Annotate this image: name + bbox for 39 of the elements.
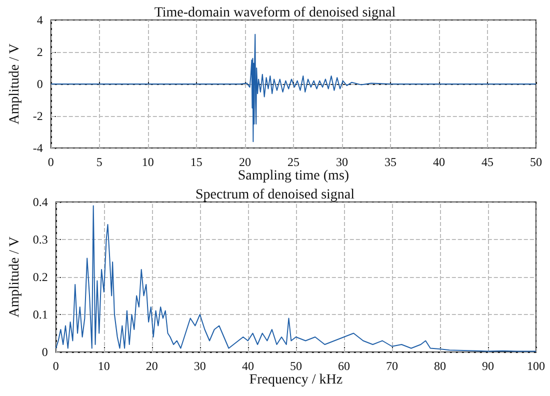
x-tick-label: 20 xyxy=(238,155,251,169)
y-tick-label: 0.3 xyxy=(32,232,48,246)
x-tick-label: 90 xyxy=(482,359,494,373)
x-tick-label: 10 xyxy=(142,155,154,169)
y-tick-label: 0.1 xyxy=(32,308,48,322)
x-tick-label: 25 xyxy=(287,155,300,169)
x-tick-label: 15 xyxy=(190,155,202,169)
y-tick-label: -2 xyxy=(32,109,43,123)
x-tick-label: 30 xyxy=(194,359,206,373)
x-tick-label: 45 xyxy=(481,155,494,169)
y-tick-label: 0 xyxy=(42,345,48,359)
y-axis-title: Amplitude / V xyxy=(8,44,22,124)
y-tick-label: -4 xyxy=(32,141,43,155)
x-tick-label: 40 xyxy=(242,359,254,373)
x-tick-label: 0 xyxy=(52,359,59,373)
x-axis-title: Sampling time (ms) xyxy=(238,168,350,184)
chart-title: Time-domain waveform of denoised signal xyxy=(154,6,396,20)
x-tick-label: 80 xyxy=(434,359,446,373)
chart-title: Spectrum of denoised signal xyxy=(195,188,355,202)
y-tick-label: 0.2 xyxy=(32,270,48,284)
x-tick-label: 30 xyxy=(336,155,348,169)
x-axis-title: Frequency / kHz xyxy=(249,372,343,388)
x-tick-label: 40 xyxy=(432,155,445,169)
x-tick-label: 50 xyxy=(290,359,302,373)
line-series xyxy=(50,34,536,142)
x-tick-label: 20 xyxy=(146,359,158,373)
x-tick-label: 5 xyxy=(96,155,102,169)
x-tick-label: 50 xyxy=(530,155,542,169)
x-tick-label: 100 xyxy=(527,359,545,373)
x-tick-label: 60 xyxy=(338,359,350,373)
x-tick-label: 10 xyxy=(98,359,110,373)
x-tick-label: 35 xyxy=(384,155,396,169)
y-tick-label: 2 xyxy=(36,45,43,59)
y-axis-title: Amplitude / V xyxy=(8,236,22,318)
y-tick-label: 0 xyxy=(36,77,43,91)
line-series xyxy=(55,205,536,352)
y-tick-label: 4 xyxy=(36,13,43,27)
y-tick-label: 0.4 xyxy=(32,195,48,209)
x-tick-label: 70 xyxy=(386,359,398,373)
